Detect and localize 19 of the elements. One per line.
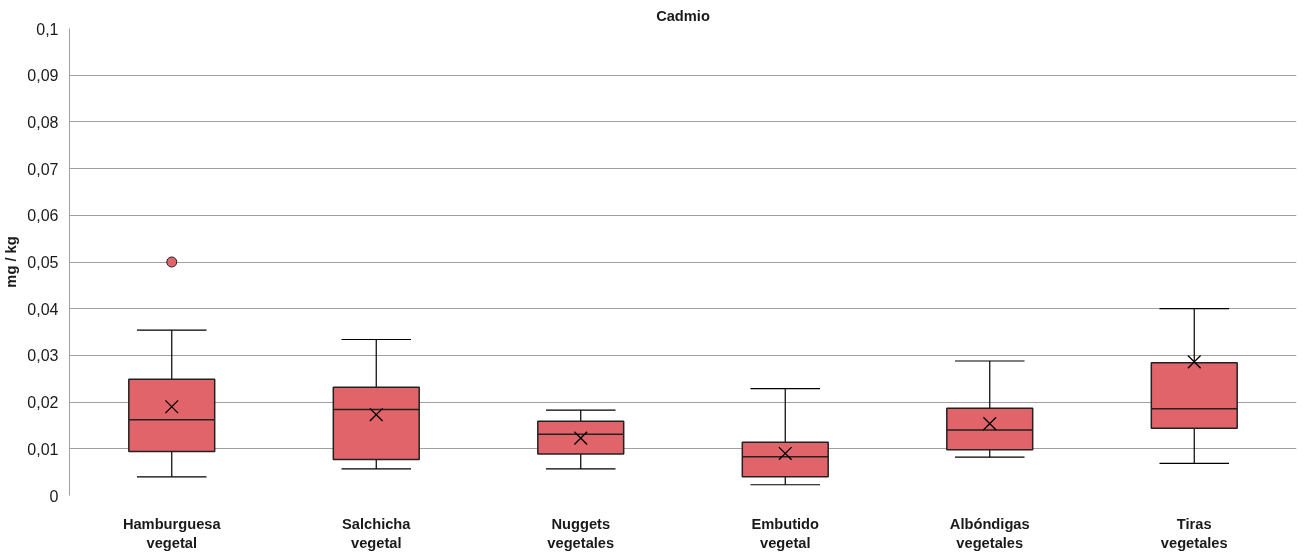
y-tick-label: 0,03 [27,347,59,365]
y-tick-label: 0,08 [27,113,59,131]
x-tick-label: Albóndigas vegetales [949,515,1030,551]
y-tick-label: 0,09 [27,67,59,85]
y-tick-label: 0,1 [36,20,59,38]
y-tick-label: 0,01 [27,440,59,458]
x-tick-label: Salchicha vegetal [342,515,412,551]
y-tick-label: 0,07 [27,160,59,178]
y-tick-label: 0,04 [27,300,59,318]
x-tick-label: Nuggets vegetales [547,515,615,551]
y-tick-label: 0 [49,487,59,505]
y-tick-label: 0,05 [27,254,59,271]
chart-title: Cadmio [656,7,710,24]
x-tick-label: Embutido vegetal [751,515,820,551]
x-tick-label: Hamburguesa vegetal [122,515,222,551]
y-axis-title: mg / kg [3,236,20,288]
x-tick-label: Tiras vegetales [1160,515,1228,551]
y-tick-label: 0,06 [27,207,59,225]
y-tick-label: 0,02 [27,394,59,412]
